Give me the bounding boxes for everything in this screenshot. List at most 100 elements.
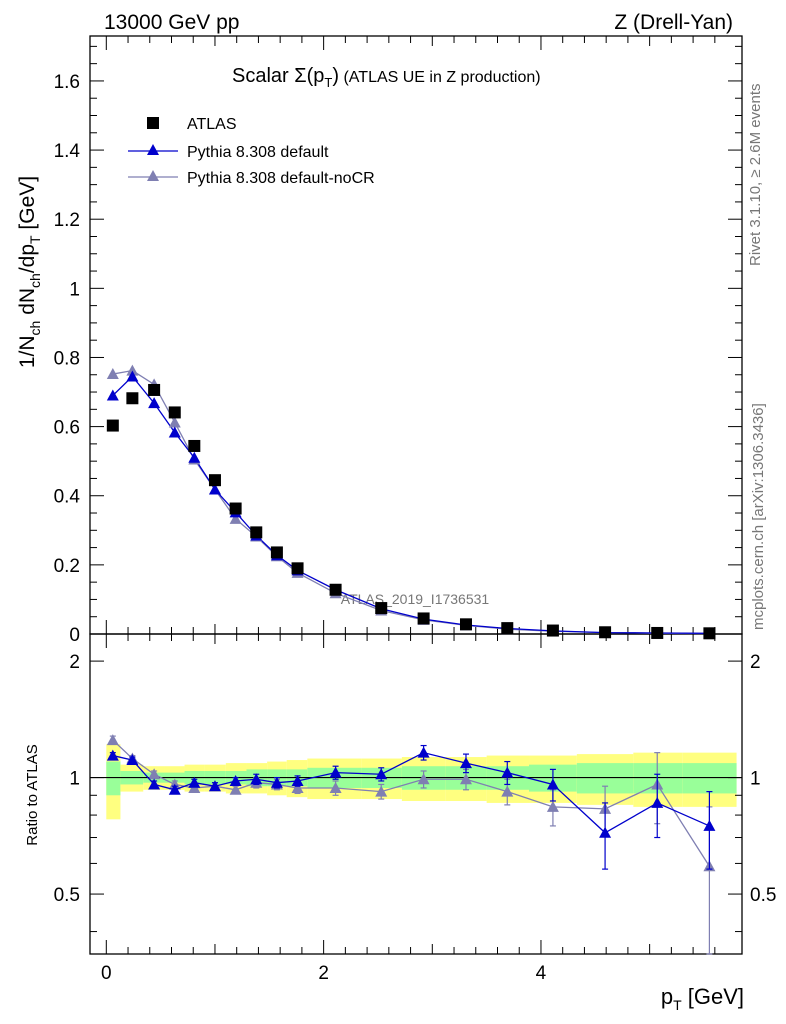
ratio-triangle-point — [126, 754, 139, 766]
ratio-triangle-point — [329, 781, 342, 793]
ratio-triangle-point — [546, 800, 559, 812]
ratio-triangle-point — [459, 757, 472, 769]
legend-nocr-label: Pythia 8.308 default-noCR — [187, 170, 375, 187]
main-data-point — [291, 562, 304, 575]
legend-default-marker — [147, 144, 159, 155]
ratio-triangle-point — [188, 776, 201, 788]
ratio-triangle-point — [229, 783, 242, 795]
main-data-point — [501, 622, 514, 635]
energy-label: 13000 GeV pp — [104, 11, 239, 34]
main-triangle-point — [126, 370, 139, 382]
legend-atlas-label: ATLAS — [187, 116, 237, 133]
ratio-triangle-point — [417, 746, 430, 758]
main-y-tick-label: 0.8 — [54, 348, 80, 369]
main-y-tick-label: 1.2 — [54, 210, 80, 231]
ratio-y-tick-label: 2 — [69, 652, 80, 673]
main-triangle-point — [229, 512, 242, 524]
mcplots-label: mcplots.cern.ch [arXiv:1306.3436] — [750, 403, 767, 630]
x-tick-labels: 0 2 4 — [101, 963, 547, 984]
x-tick-label: 2 — [318, 963, 329, 984]
main-y-tick-label: 1.4 — [54, 141, 81, 162]
main-y-tick-labels: 0 0.2 0.4 0.6 0.8 1 1.2 1.4 1.6 — [54, 72, 81, 646]
main-data-point — [148, 383, 161, 396]
ratio-triangle-point — [375, 768, 388, 780]
legend-nocr-marker — [147, 170, 159, 181]
ratio-triangle-point — [106, 749, 119, 761]
main-triangle-point — [148, 397, 161, 409]
analysis-id-label: ATLAS_2019_I1736531 — [341, 591, 490, 607]
ratio-triangle-point — [651, 796, 664, 808]
chart-title: Scalar Σ(pT) (ATLAS UE in Z production) — [232, 65, 541, 90]
ratio-triangle-point — [168, 783, 181, 795]
ratio-triangle-point — [329, 766, 342, 778]
x-axis-label: pT [GeV] — [661, 984, 744, 1013]
main-data-point — [188, 439, 201, 452]
main-data-point — [270, 546, 283, 559]
main-data-point — [229, 502, 242, 515]
main-data-point — [703, 627, 716, 640]
main-y-tick-label: 0 — [69, 625, 80, 646]
ratio-y-tick-label-right: 0.5 — [750, 885, 776, 906]
ratio-triangle-point — [375, 785, 388, 797]
main-y-tick-label: 1.6 — [54, 72, 80, 93]
legend-atlas-marker — [147, 117, 159, 129]
main-data-point — [250, 526, 263, 539]
main-data-point — [599, 626, 612, 639]
ratio-triangle-point — [501, 785, 514, 797]
ratio-triangle-point — [270, 776, 283, 788]
ratio-triangle-point — [459, 773, 472, 785]
ratio-triangle-point — [501, 766, 514, 778]
main-triangle-point — [106, 389, 119, 401]
process-label: Z (Drell-Yan) — [614, 11, 733, 34]
ratio-y-axis-label: Ratio to ATLAS — [24, 744, 41, 845]
ratio-y-tick-label-right: 2 — [750, 652, 761, 673]
main-data-point — [329, 583, 342, 596]
main-data-point — [106, 419, 119, 432]
main-data-point — [126, 392, 139, 405]
ratio-series-layer — [106, 734, 716, 955]
main-data-point — [459, 618, 472, 631]
main-triangle-point — [126, 364, 139, 376]
ratio-triangle-point — [703, 819, 716, 831]
ratio-y-tick-label: 0.5 — [54, 885, 80, 906]
legend: ATLAS Pythia 8.308 default Pythia 8.308 … — [128, 116, 375, 187]
ratio-triangle-point — [291, 781, 304, 793]
main-y-tick-label: 0.2 — [54, 556, 80, 577]
main-data-point — [208, 474, 221, 487]
main-triangle-point — [208, 483, 221, 495]
main-triangle-point — [168, 416, 181, 428]
ratio-inner-band — [682, 763, 737, 794]
ratio-triangle-point — [148, 778, 161, 790]
main-triangle-point — [168, 426, 181, 438]
ratio-inner-band — [106, 761, 121, 796]
ratio-y-tick-labels: 0.5 0.5 1 1 2 2 — [54, 652, 777, 906]
main-data-point — [546, 624, 559, 637]
ratio-triangle-point — [250, 773, 263, 785]
main-data-point — [651, 626, 664, 639]
ratio-panel-frame — [89, 633, 743, 955]
main-y-tick-label: 0.4 — [54, 487, 81, 508]
main-y-tick-label: 0.6 — [54, 418, 80, 439]
x-tick-label: 4 — [536, 963, 547, 984]
ratio-y-tick-label: 1 — [69, 769, 80, 790]
ratio-axis-ticks — [90, 634, 742, 954]
main-triangle-point — [188, 451, 201, 463]
ratio-triangle-point — [599, 826, 612, 838]
legend-default-label: Pythia 8.308 default — [187, 144, 329, 161]
main-data-point — [375, 602, 388, 615]
main-data-point — [417, 612, 430, 625]
ratio-y-tick-label-right: 1 — [750, 769, 761, 790]
ratio-triangle-point — [546, 778, 559, 790]
ratio-triangle-point — [208, 780, 221, 792]
main-triangle-point — [106, 368, 119, 380]
x-tick-label: 0 — [101, 963, 112, 984]
ratio-triangle-point — [291, 774, 304, 786]
main-data-point — [168, 406, 181, 419]
main-y-axis-label: 1/Nch dNch/dpT [GeV] — [16, 176, 43, 368]
main-series-layer — [106, 364, 716, 640]
ratio-triangle-point — [417, 773, 430, 785]
rivet-version-label: Rivet 3.1.10, ≥ 2.6M events — [747, 84, 764, 267]
ratio-triangle-point — [229, 774, 242, 786]
ratio-triangle-point — [106, 734, 119, 746]
